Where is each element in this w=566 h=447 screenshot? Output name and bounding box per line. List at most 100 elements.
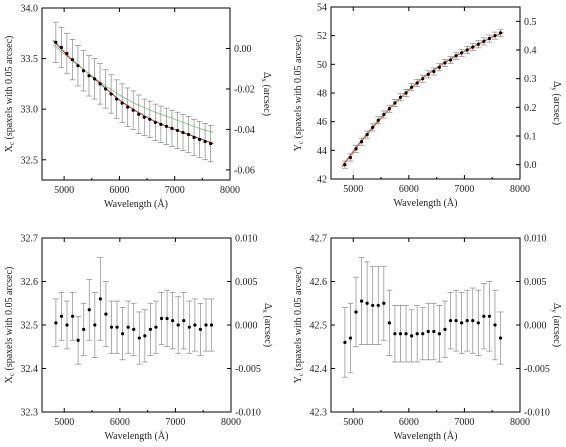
data-point: [465, 48, 469, 52]
data-point: [410, 85, 414, 89]
x-tick-label: 6000: [399, 417, 419, 428]
x-tick-label: 8000: [510, 417, 530, 428]
data-point: [482, 314, 486, 318]
data-point: [354, 310, 358, 314]
data-point: [115, 97, 119, 101]
y-tick-label: 42: [317, 175, 327, 186]
data-point: [365, 132, 369, 137]
data-point: [165, 316, 169, 321]
data-point: [460, 321, 464, 325]
data-point: [76, 64, 80, 68]
y2-tick-label: 0.0: [524, 160, 537, 171]
y2-tick-label: 0.010: [235, 234, 258, 245]
panel-2: 5000 6000 7000 8000 42 44 46 48 50 52 54 0.0 0.1 0.2 0…: [293, 3, 562, 210]
x-axis-label: Wavelength (Å): [105, 430, 169, 442]
x-tick-label: 6000: [109, 185, 129, 196]
fit-line-2: [52, 44, 214, 133]
x-tick-label: 5000: [54, 185, 74, 196]
data-point: [465, 319, 469, 323]
data-point: [487, 314, 492, 318]
data-point: [154, 325, 158, 329]
data-point: [460, 51, 464, 55]
data-point: [103, 87, 108, 91]
data-point: [204, 323, 208, 327]
data-point: [476, 321, 480, 325]
data-point: [454, 54, 458, 58]
data-point: [443, 327, 447, 331]
data-point: [376, 303, 380, 308]
data-point: [187, 325, 191, 329]
x-tick-label: 7000: [165, 417, 185, 428]
data-point: [126, 105, 130, 109]
data-point: [365, 301, 369, 305]
data-point: [153, 120, 157, 124]
data-point: [415, 81, 419, 85]
data-point: [81, 69, 86, 73]
y-tick-label: 32.5: [21, 321, 39, 332]
x-tick-label: 8000: [221, 417, 241, 428]
y2-axis-label: Δy (arcsec): [550, 81, 562, 125]
data-point: [426, 72, 430, 76]
x-axis-label: Wavelength (Å): [104, 198, 168, 210]
data-point: [454, 319, 458, 323]
y2-tick-label: 0.3: [524, 74, 537, 85]
data-point: [498, 336, 503, 340]
data-point: [87, 308, 91, 312]
data-point: [197, 137, 202, 142]
y2-tick-label: 0.000: [235, 321, 258, 332]
data-point: [448, 58, 453, 62]
data-point: [421, 332, 425, 336]
y-tick-label: 32.6: [21, 277, 39, 288]
y2-axis-label: Δx (arcsec): [260, 72, 272, 116]
data-point: [192, 135, 196, 140]
data-point: [92, 77, 97, 81]
data-point: [148, 117, 152, 121]
data-point: [159, 316, 164, 321]
y2-tick-label: 0.005: [524, 277, 547, 288]
data-point: [65, 51, 69, 56]
y-tick-label: 46: [317, 117, 327, 128]
data-point: [382, 112, 386, 117]
y2-tick-label: 0.00: [234, 44, 252, 55]
data-point: [410, 334, 414, 338]
data-point: [121, 332, 125, 336]
data-point: [371, 303, 375, 308]
data-point: [93, 323, 97, 327]
y-tick-label: 32.7: [21, 234, 39, 245]
y-tick-label: 32.4: [21, 364, 39, 375]
data-point: [209, 141, 213, 146]
y-tick-label: 54: [317, 3, 327, 14]
data-point: [476, 42, 480, 46]
data-point: [143, 334, 147, 338]
data-point: [171, 319, 175, 323]
data-point: [65, 323, 69, 327]
data-point: [54, 321, 58, 325]
data-point: [98, 297, 102, 301]
y2-tick-label: 0.1: [524, 132, 537, 143]
data-point: [203, 139, 207, 144]
x-tick-label: 5000: [54, 417, 74, 428]
x-tick-label: 7000: [454, 184, 474, 195]
data-point: [76, 338, 80, 342]
data-point: [421, 77, 425, 81]
data-point: [354, 147, 358, 151]
data-point: [415, 332, 419, 336]
data-point: [359, 140, 364, 144]
data-point: [348, 155, 353, 160]
y-tick-label: 48: [317, 89, 327, 100]
data-point: [186, 132, 191, 137]
y2-tick-label: -0.005: [524, 364, 550, 375]
data-point: [148, 327, 152, 331]
y-tick-label: 42.5: [310, 321, 328, 332]
data-point: [176, 323, 180, 327]
data-point: [109, 325, 114, 329]
x-tick-label: 5000: [343, 417, 363, 428]
y-tick-label: 32.5: [21, 155, 39, 166]
y-tick-label: 42.6: [310, 277, 328, 288]
data-point: [54, 40, 58, 45]
data-point: [120, 101, 124, 105]
y2-tick-label: 0.010: [524, 234, 547, 245]
data-point: [387, 321, 391, 325]
data-point: [170, 126, 174, 130]
data-point: [198, 327, 203, 331]
